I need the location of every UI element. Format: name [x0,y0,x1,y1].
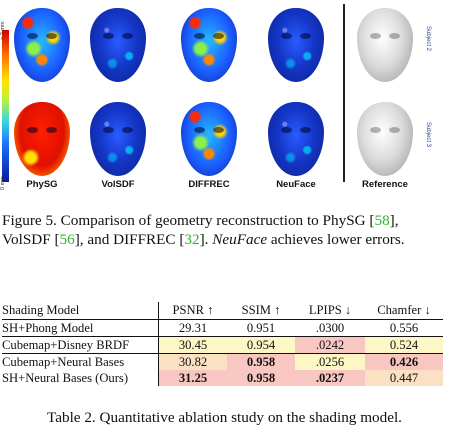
reference-divider [343,4,345,182]
table-row: SH+Neural Bases (Ours) 31.25 0.958 .0237… [2,370,443,386]
header-chamfer: Chamfer ↓ [377,303,431,317]
volsdf-subject3-errormap [90,102,146,176]
citation-link[interactable]: 32 [184,230,200,248]
shading-ablation-table: Shading Model PSNR ↑ SSIM ↑ LPIPS ↓ Cham… [2,302,443,386]
table-row: SH+Phong Model 29.31 0.951 .0300 0.556 [2,319,443,337]
neuface-subject3-errormap [268,102,324,176]
physg-subject3-errormap [14,102,70,176]
volsdf-subject2-errormap [90,8,146,82]
citation-link[interactable]: 58 [374,212,390,229]
method-label-reference: Reference [362,179,408,190]
table-row: Cubemap+Disney BRDF 30.45 0.954 .0242 0.… [2,336,443,354]
header-psnr: PSNR ↑ [172,303,214,317]
subject-3-label: Subject 3 [425,122,431,148]
diffrec-subject2-errormap [181,8,237,82]
method-label-diffrec: DIFFREC [188,179,230,190]
subject-2-label: Subject 2 [425,26,431,52]
citation-link[interactable]: 56 [59,230,75,248]
table-row: Cubemap+Neural Bases 30.82 0.958 .0256 0… [2,353,443,370]
neuface-subject2-errormap [268,8,324,82]
reference-subject3-mesh [357,102,413,176]
method-name: NeuFace [212,230,268,248]
table-caption: Table 2. Quantitative ablation study on … [47,409,402,426]
colorbar-bottom-label: 0 mm [0,176,6,190]
header-lpips: LPIPS ↓ [308,303,352,317]
error-colorbar [2,30,9,182]
header-ssim: SSIM ↑ [241,303,281,317]
figure-caption: Figure 5. Comparison of geometry reconst… [2,212,405,248]
method-label-physg: PhySG [26,179,58,190]
physg-subject2-errormap [14,8,70,82]
geometry-comparison-figure: > 2 mm 0 mm Subject 2 Subject 3 PhySG Vo… [0,0,449,212]
diffrec-subject3-errormap [181,102,237,176]
table-header-row: Shading Model PSNR ↑ SSIM ↑ LPIPS ↓ Cham… [2,302,443,320]
colorbar-top-label: > 2 mm [0,21,6,41]
method-label-volsdf: VolSDF [101,179,135,190]
reference-subject2-mesh [357,8,413,82]
header-shading-model: Shading Model [2,302,159,320]
method-label-neuface: NeuFace [276,179,316,190]
